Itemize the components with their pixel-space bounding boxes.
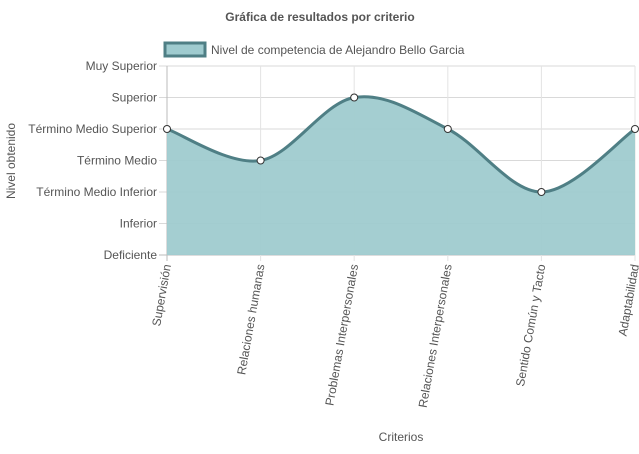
data-point[interactable] [350,93,359,102]
x-tick-labels: Supervisión Relaciones humanas Problemas I… [149,263,639,409]
x-tick-label: Adaptabilidad [616,263,639,337]
series-area [167,96,635,255]
series-line [166,95,636,194]
x-tick-label: Relaciones humanas [234,263,267,376]
x-tick-label: Sentido Común y Tacto [513,263,548,388]
y-tick-label: Deficiente [104,248,158,262]
y-tick-label: Término Medio Superior [28,122,157,136]
y-tick-label: Término Medio [77,154,157,168]
x-tick-label: Relaciones Interpersonales [416,263,455,409]
chart-title: Gráfica de resultados por criterio [225,10,414,24]
legend-label: Nivel de competencia de Alejandro Bello … [211,43,465,57]
x-tick-label: Supervisión [149,263,174,327]
y-tick-label: Muy Superior [86,59,157,73]
y-tick-label: Término Medio Inferior [36,185,157,199]
y-tick-label: Superior [112,91,157,105]
data-point[interactable] [537,188,546,196]
x-tick-label: Problemas Interpersonales [322,263,361,407]
legend[interactable]: Nivel de competencia de Alejandro Bello … [163,41,465,58]
data-point[interactable] [163,125,171,133]
data-point[interactable] [443,125,452,133]
data-point[interactable] [256,156,265,165]
data-point[interactable] [631,125,639,133]
y-axis-label: Nivel obtenido [4,123,18,199]
y-tick-label: Inferior [120,217,157,231]
x-axis-label: Criterios [379,430,424,444]
data-points [163,93,639,196]
legend-swatch [163,41,207,58]
y-tick-labels: Deficiente Inferior Término Medio Inferior… [28,59,157,262]
